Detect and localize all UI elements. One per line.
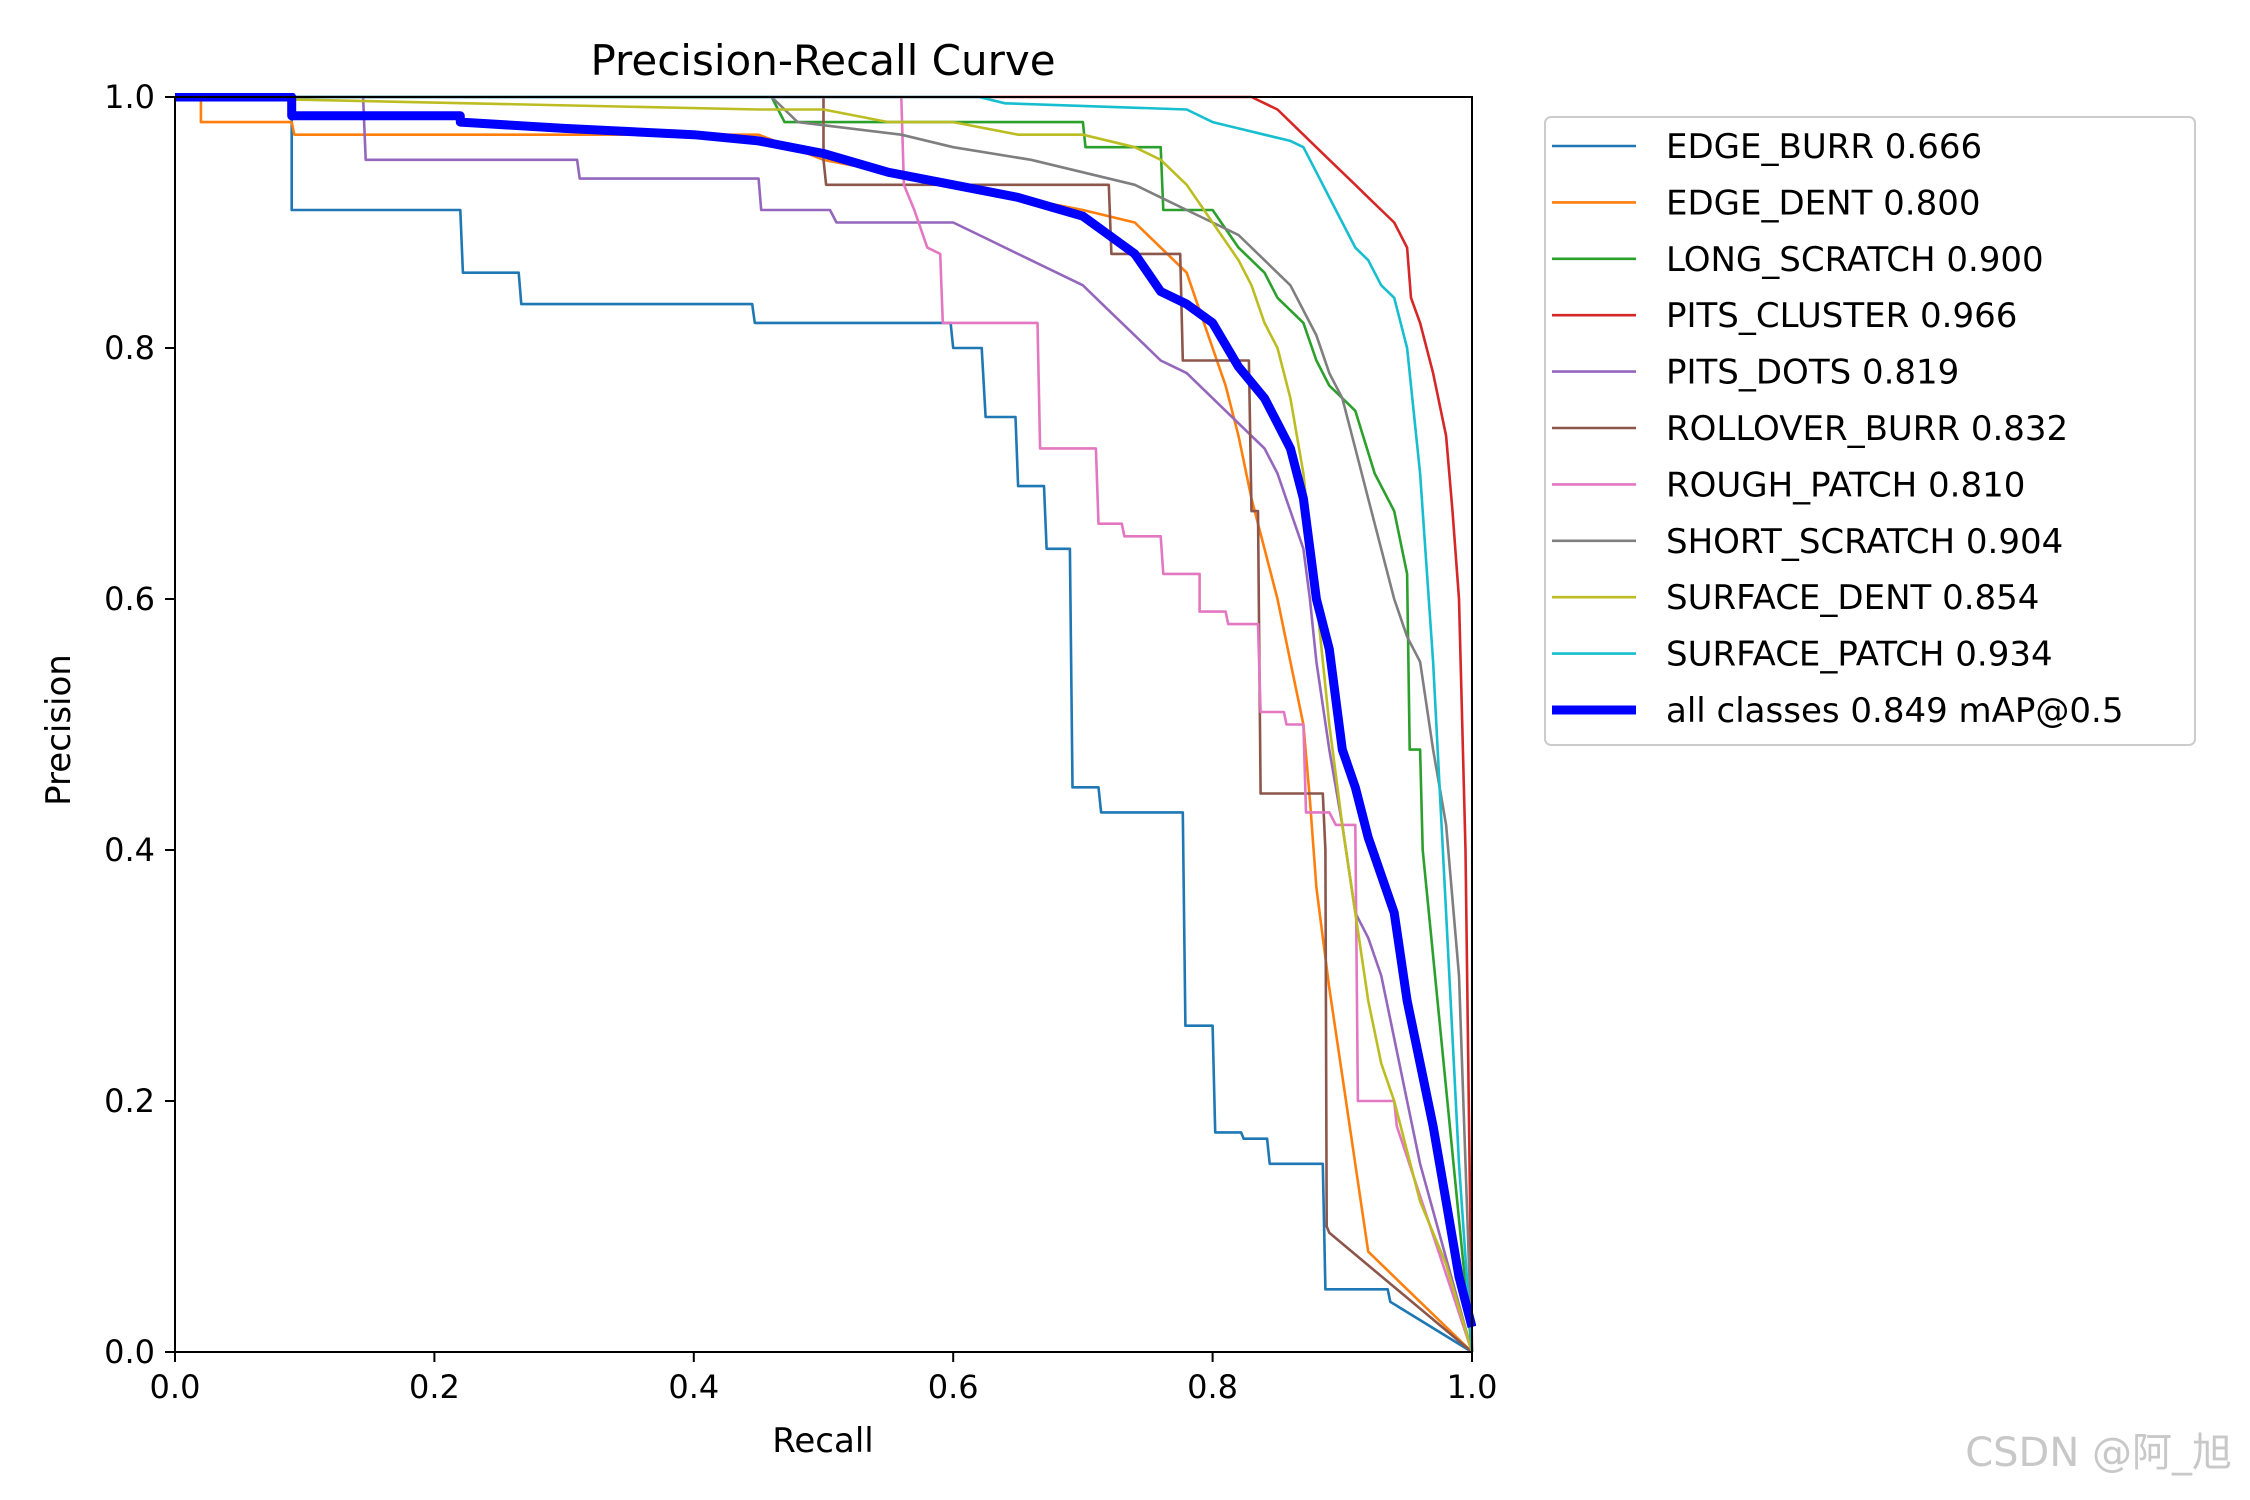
y-tick-label: 0.0 (104, 1333, 155, 1371)
x-axis: 0.0 0.2 0.4 0.6 0.8 1.0 (150, 1352, 1498, 1406)
series-line-9 (175, 95, 1474, 1353)
series-line-6 (175, 95, 1473, 1353)
legend-label-5: PITS_DOTS 0.819 (1666, 353, 1959, 393)
y-tick-label: 0.6 (104, 580, 155, 618)
series-line-11 (175, 93, 1476, 1329)
x-axis-label: Recall (772, 1421, 873, 1461)
y-tick-label: 0.4 (104, 831, 155, 869)
x-tick-label: 0.4 (668, 1368, 719, 1406)
legend-label-2: EDGE_DENT 0.800 (1666, 183, 1981, 223)
legend-label-10: SURFACE_PATCH 0.934 (1666, 635, 2053, 675)
x-tick-label: 0.6 (928, 1368, 979, 1406)
legend-label-3: LONG_SCRATCH 0.900 (1666, 240, 2044, 280)
watermark: CSDN @阿_旭 (1965, 1430, 2232, 1476)
legend-label-11: all classes 0.849 mAP@0.5 (1666, 691, 2123, 731)
legend-label-4: PITS_CLUSTER 0.966 (1666, 296, 2017, 336)
y-axis: 0.0 0.2 0.4 0.6 0.8 1.0 (104, 78, 175, 1371)
series-line-7 (175, 95, 1474, 1353)
x-tick-label: 0.2 (409, 1368, 460, 1406)
legend: EDGE_BURR 0.666 EDGE_DENT 0.800 LONG_SCRAT… (1544, 116, 2196, 746)
x-tick-label: 0.0 (150, 1368, 201, 1406)
series-line-1 (175, 95, 1473, 1354)
legend-label-7: ROUGH_PATCH 0.810 (1666, 465, 2025, 505)
y-tick-label: 1.0 (104, 78, 155, 116)
x-tick-label: 0.8 (1187, 1368, 1238, 1406)
x-tick-label: 1.0 (1447, 1368, 1498, 1406)
legend-frame (1544, 116, 2196, 746)
y-axis-label: Precision (39, 654, 79, 806)
chart-title: Precision-Recall Curve (590, 36, 1055, 85)
legend-label-8: SHORT_SCRATCH 0.904 (1666, 522, 2063, 562)
y-tick-label: 0.2 (104, 1082, 155, 1120)
series-line-10 (175, 95, 1474, 1353)
series-line-5 (175, 95, 1474, 1353)
y-tick-label: 0.8 (104, 329, 155, 367)
legend-label-1: EDGE_BURR 0.666 (1666, 127, 1982, 167)
plot-area (174, 93, 1476, 1354)
series-line-8 (175, 95, 1474, 1353)
plot-frame (174, 96, 1473, 1353)
legend-label-6: ROLLOVER_BURR 0.832 (1666, 409, 2068, 449)
legend-label-9: SURFACE_DENT 0.854 (1666, 578, 2039, 618)
series-line-4 (175, 95, 1474, 1353)
